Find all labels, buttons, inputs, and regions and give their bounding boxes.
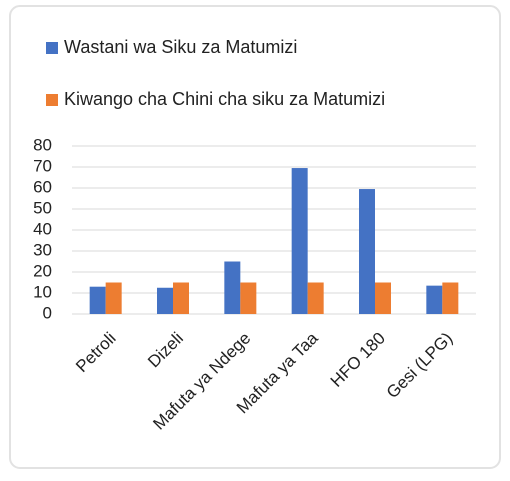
y-tick-label: 40 bbox=[33, 219, 52, 238]
y-tick-label: 10 bbox=[33, 282, 52, 301]
y-tick-label: 50 bbox=[33, 198, 52, 217]
y-tick-label: 60 bbox=[33, 177, 52, 196]
bar bbox=[307, 282, 324, 314]
legend-swatch bbox=[46, 42, 58, 54]
bar bbox=[240, 282, 257, 314]
chart-frame bbox=[9, 5, 501, 469]
bar bbox=[157, 287, 173, 314]
bar bbox=[89, 286, 106, 314]
bar bbox=[426, 285, 443, 314]
legend-swatch bbox=[46, 94, 58, 106]
y-tick-label: 30 bbox=[33, 240, 52, 259]
y-tick-label: 0 bbox=[43, 303, 52, 322]
bar bbox=[224, 261, 241, 314]
bar bbox=[173, 282, 189, 314]
y-tick-label: 20 bbox=[33, 261, 52, 280]
bar bbox=[105, 282, 122, 314]
legend-label: Kiwango cha Chini cha siku za Matumizi bbox=[64, 89, 385, 109]
bar bbox=[442, 282, 459, 314]
legend-label: Wastani wa Siku za Matumizi bbox=[64, 37, 297, 57]
y-tick-label: 70 bbox=[33, 156, 52, 175]
y-tick-label: 80 bbox=[33, 135, 52, 154]
bar bbox=[375, 282, 391, 314]
bar bbox=[359, 189, 375, 314]
bar bbox=[291, 168, 308, 314]
